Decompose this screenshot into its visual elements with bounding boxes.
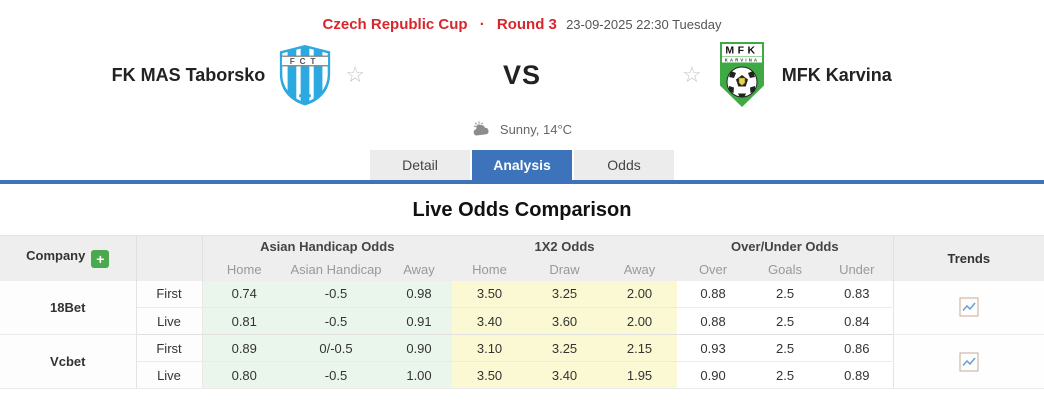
odds-cell: 2.15	[602, 334, 678, 362]
odds-cell: 0.86	[821, 334, 894, 362]
odds-cell: 0.83	[821, 280, 894, 308]
odds-cell: 0.80	[202, 361, 286, 389]
odds-cell: -0.5	[286, 361, 386, 389]
trends-cell	[892, 280, 1044, 335]
home-team-logo: FCT	[276, 44, 334, 106]
tab-analysis[interactable]: Analysis	[472, 150, 572, 180]
column-header-1x2-home: Home	[452, 257, 528, 281]
row-type-cell: Live	[136, 361, 203, 389]
league-name[interactable]: Czech Republic Cup	[322, 16, 468, 33]
odds-cell: 0.90	[386, 334, 453, 362]
column-header-under: Under	[821, 257, 894, 281]
odds-cell: 3.40	[452, 307, 528, 335]
round-label: Round 3	[496, 16, 557, 33]
column-header-goals: Goals	[749, 257, 822, 281]
table-row: Live 0.81 -0.5 0.91 3.40 3.60 2.00 0.88 …	[0, 307, 1044, 335]
trends-cell	[892, 334, 1044, 389]
odds-cell: 2.5	[749, 307, 822, 335]
odds-cell: 0.89	[202, 334, 286, 362]
odds-cell: -0.5	[286, 307, 386, 335]
table-row: Live 0.80 -0.5 1.00 3.50 3.40 1.95 0.90 …	[0, 361, 1044, 389]
away-team-block: ☆ MFK KARVINA MFK Karvina	[577, 37, 1044, 113]
column-header-asian-handicap: Asian Handicap	[286, 257, 386, 281]
odds-cell: -0.5	[286, 280, 386, 308]
odds-cell: 0.98	[386, 280, 453, 308]
odds-cell: 2.00	[602, 307, 678, 335]
1x2-group-header: 1X2 Odds	[452, 235, 678, 258]
odds-cell: 0.89	[821, 361, 894, 389]
match-header: Czech Republic Cup · Round 3 23-09-2025 …	[0, 0, 1044, 33]
tab-detail[interactable]: Detail	[370, 150, 470, 180]
odds-cell: 0.88	[677, 307, 750, 335]
away-favorite-star-icon[interactable]: ☆	[682, 62, 702, 87]
type-column-header	[136, 235, 203, 281]
weather-row: Sunny, 14°C	[0, 117, 1044, 141]
odds-cell: 0.91	[386, 307, 453, 335]
away-logo-subtext: KARVINA	[725, 57, 759, 62]
over-under-group-header: Over/Under Odds	[677, 235, 894, 258]
home-team-name: FK MAS Taborsko	[111, 64, 266, 85]
away-team-name: MFK Karvina	[781, 64, 892, 85]
column-header-1x2-away: Away	[602, 257, 678, 281]
company-cell-vcbet: Vcbet	[0, 334, 137, 389]
tab-underline	[0, 180, 1044, 184]
odds-cell: 1.95	[602, 361, 678, 389]
odds-cell: 3.25	[527, 280, 603, 308]
odds-cell: 2.5	[749, 334, 822, 362]
odds-cell: 2.00	[602, 280, 678, 308]
weather-text: Sunny, 14°C	[499, 121, 573, 137]
odds-cell: 0.88	[677, 280, 750, 308]
away-team-logo: MFK KARVINA	[713, 37, 771, 113]
asian-handicap-group-header: Asian Handicap Odds	[202, 235, 453, 258]
separator-dot: ·	[479, 16, 485, 33]
odds-cell: 3.60	[527, 307, 603, 335]
table-row: 18Bet First 0.74 -0.5 0.98 3.50 3.25 2.0…	[0, 280, 1044, 335]
odds-cell: 3.50	[452, 361, 528, 389]
odds-cell: 3.10	[452, 334, 528, 362]
odds-cell: 0/-0.5	[286, 334, 386, 362]
odds-cell: 0.84	[821, 307, 894, 335]
odds-cell: 3.50	[452, 280, 528, 308]
column-header-1x2-draw: Draw	[527, 257, 603, 281]
row-type-cell: First	[136, 280, 203, 308]
tab-odds[interactable]: Odds	[574, 150, 674, 180]
away-logo-text: MFK	[725, 45, 758, 57]
odds-cell: 0.81	[202, 307, 286, 335]
row-type-cell: Live	[136, 307, 203, 335]
teams-row: FK MAS Taborsko FCT ☆ VS ☆	[0, 35, 1044, 115]
home-favorite-star-icon[interactable]: ☆	[345, 62, 365, 87]
company-column-header: Company +	[0, 235, 137, 281]
odds-cell: 2.5	[749, 280, 822, 308]
odds-cell: 0.74	[202, 280, 286, 308]
vs-label: VS	[502, 59, 542, 90]
home-team-block: FK MAS Taborsko FCT ☆	[0, 44, 467, 106]
section-title: Live Odds Comparison	[412, 199, 632, 221]
trends-chart-icon[interactable]	[959, 297, 979, 317]
match-datetime: 23-09-2025 22:30 Tuesday	[566, 17, 722, 32]
row-type-cell: First	[136, 334, 203, 362]
tab-bar: Detail Analysis Odds	[0, 150, 1044, 180]
column-header-over: Over	[677, 257, 750, 281]
live-odds-table: Company + Asian Handicap Odds 1X2 Odds Ov…	[0, 235, 1044, 389]
weather-sun-cloud-icon	[473, 121, 489, 136]
column-header-ah-away: Away	[386, 257, 453, 281]
odds-cell: 3.25	[527, 334, 603, 362]
odds-cell: 0.90	[677, 361, 750, 389]
company-cell-18bet: 18Bet	[0, 280, 137, 335]
trends-chart-icon[interactable]	[959, 352, 979, 372]
odds-cell: 0.93	[677, 334, 750, 362]
column-header-ah-home: Home	[202, 257, 286, 281]
add-company-button[interactable]: +	[91, 250, 110, 269]
table-row: Vcbet First 0.89 0/-0.5 0.90 3.10 3.25 2…	[0, 334, 1044, 389]
odds-cell: 2.5	[749, 361, 822, 389]
company-header-label: Company	[26, 248, 86, 264]
trends-column-header: Trends	[892, 235, 1044, 281]
odds-cell: 3.40	[527, 361, 603, 389]
odds-cell: 1.00	[386, 361, 453, 389]
home-logo-text: FCT	[290, 57, 320, 66]
